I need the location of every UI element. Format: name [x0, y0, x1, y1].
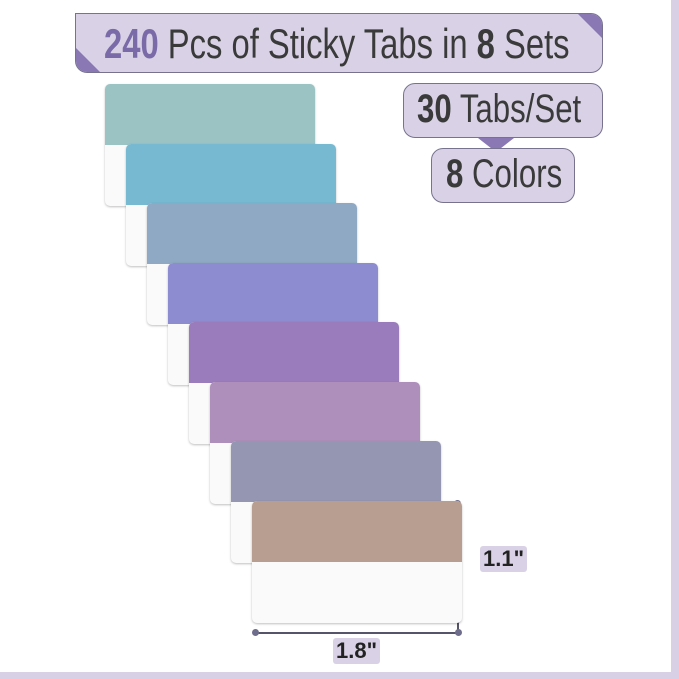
- badge-label: Colors: [463, 152, 563, 196]
- set-count: 8: [476, 20, 495, 67]
- tab-color-strip: [210, 381, 420, 443]
- badge-text: 30 Tabs/Set: [417, 87, 581, 132]
- piece-count: 240: [104, 20, 159, 67]
- corner-triangle: [76, 48, 100, 72]
- tab-color-strip: [189, 322, 399, 383]
- tab-color-strip: [168, 262, 378, 324]
- dimension-dot: [455, 629, 462, 636]
- corner-triangle: [578, 14, 602, 38]
- height-label: 1.1": [480, 546, 528, 572]
- headline-suffix: Sets: [494, 20, 570, 67]
- width-label: 1.8": [333, 638, 381, 664]
- width-dimension-line: [256, 632, 458, 634]
- badge-number: 30: [417, 87, 452, 131]
- dimension-dot: [252, 629, 259, 636]
- headline-middle: Pcs of Sticky Tabs in: [158, 20, 477, 67]
- tabs-per-set-badge: 30 Tabs/Set: [403, 83, 603, 138]
- tab-color-strip: [126, 143, 336, 205]
- sticky-tab: [252, 500, 462, 623]
- badge-number: 8: [446, 152, 464, 196]
- badge-text: 8 Colors: [446, 152, 562, 197]
- tab-color-strip: [147, 203, 357, 264]
- headline-text: 240 Pcs of Sticky Tabs in 8 Sets: [104, 20, 570, 68]
- tab-color-strip: [231, 441, 441, 502]
- headline-banner: 240 Pcs of Sticky Tabs in 8 Sets: [75, 13, 603, 73]
- product-canvas: 240 Pcs of Sticky Tabs in 8 Sets 30 Tabs…: [0, 0, 671, 672]
- tab-color-strip: [252, 500, 462, 562]
- tab-color-strip: [105, 84, 315, 145]
- badge-label: Tabs/Set: [451, 87, 582, 131]
- colors-badge: 8 Colors: [431, 148, 575, 203]
